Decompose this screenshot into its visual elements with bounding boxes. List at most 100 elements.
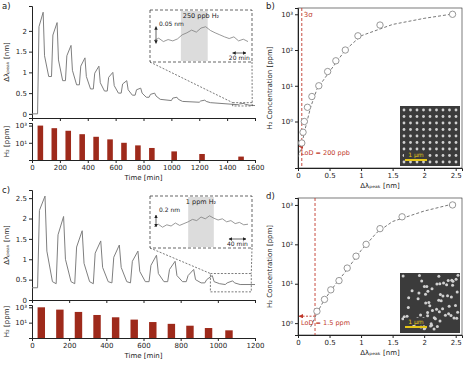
- tick: 1200: [191, 160, 209, 172]
- tick: [69, 300, 70, 303]
- particle: [429, 325, 432, 328]
- tick-mark: [393, 335, 394, 338]
- y-axis-title: Δλₚₑₐₖ [nm]: [3, 42, 11, 82]
- tick-mark: [255, 300, 256, 303]
- particle: [435, 148, 438, 151]
- particle: [416, 122, 419, 125]
- tick: 10³: [281, 11, 298, 19]
- particle: [429, 128, 432, 131]
- particle: [448, 122, 451, 125]
- tick: 0: [30, 338, 34, 350]
- y-axis-title: H₂ [ppm]: [3, 126, 11, 158]
- tick: 1.5: [388, 168, 399, 180]
- particle: [418, 274, 421, 277]
- data-point: [309, 93, 315, 99]
- particle: [409, 109, 412, 112]
- data-point: [299, 140, 305, 146]
- particle: [402, 274, 405, 277]
- line-chart: 00.511.52a)Δλₚₑₐₖ [nm]250 ppb H₂0.05 nm2…: [2, 1, 256, 121]
- bar: [205, 328, 212, 338]
- connector: [251, 248, 253, 274]
- tick-mark: [106, 338, 107, 341]
- bar: [168, 324, 175, 338]
- tick-label: 2: [422, 339, 426, 347]
- tick-mark: [361, 335, 362, 338]
- data-point: [328, 287, 334, 293]
- tick-mark: [227, 160, 228, 163]
- tick-label: 400: [82, 164, 95, 172]
- particle: [435, 161, 438, 164]
- tick: [144, 118, 145, 121]
- scale-bar: [156, 27, 157, 44]
- tick-label: 2.5: [16, 195, 27, 203]
- tick-label: 200: [54, 164, 67, 172]
- tick: [255, 118, 256, 121]
- particle: [424, 293, 427, 296]
- scatter-chart: 10⁰10¹10²10³00.511.522.5LoD = 1.5 ppm1 µ…: [266, 191, 463, 357]
- tick-mark: [255, 118, 256, 121]
- data-point: [342, 47, 348, 53]
- particle: [442, 122, 445, 125]
- bar: [75, 312, 82, 338]
- tick-label: 2: [23, 215, 27, 223]
- tick: 10¹: [281, 83, 298, 91]
- particle: [448, 305, 451, 308]
- tick-mark: [60, 118, 61, 121]
- threshold-label: 3σ: [304, 11, 313, 19]
- tick: 10⁰: [281, 118, 298, 126]
- particle: [403, 161, 406, 164]
- data-point: [333, 58, 339, 64]
- particle: [448, 109, 451, 112]
- particle: [444, 314, 447, 317]
- sem-image: 1 µm: [400, 273, 460, 333]
- particle: [416, 161, 419, 164]
- inset: 250 ppb H₂0.05 nm20 min: [150, 10, 252, 106]
- particle: [435, 141, 438, 144]
- tick-label: 0: [23, 111, 27, 119]
- particle: [438, 310, 441, 313]
- tick: 2: [23, 28, 32, 36]
- particle: [435, 283, 438, 286]
- tick-mark: [199, 118, 200, 121]
- tick-mark: [32, 338, 33, 341]
- tick-mark: [171, 118, 172, 121]
- particle: [422, 122, 425, 125]
- tick: [144, 300, 145, 303]
- sem-particles: [403, 109, 458, 164]
- tick-mark: [227, 118, 228, 121]
- tick: 1000: [209, 338, 227, 350]
- tick: [181, 300, 182, 303]
- tick-label: 0.5: [324, 172, 335, 180]
- data-point: [336, 277, 342, 283]
- particle: [416, 148, 419, 151]
- tick-mark: [255, 338, 256, 341]
- particle: [448, 161, 451, 164]
- tick-label: 1.5: [16, 236, 27, 244]
- y-axis-title: H₂ Concentration [ppm]: [266, 225, 274, 308]
- tick: 1400: [219, 160, 237, 172]
- data-point: [301, 118, 307, 124]
- particle: [448, 141, 451, 144]
- tick: [227, 118, 228, 121]
- tick-label: 10³: [281, 11, 293, 19]
- tick-mark: [60, 160, 61, 163]
- particle: [456, 311, 459, 314]
- panel-label: d): [266, 191, 275, 201]
- zoom-region: [233, 103, 253, 106]
- tick-label: 1: [23, 256, 27, 264]
- axis-line: [29, 124, 33, 161]
- inset-plot: [154, 197, 248, 247]
- tick-label: 0: [30, 164, 34, 172]
- tick-label: 1: [23, 69, 27, 77]
- particle: [442, 141, 445, 144]
- particle: [438, 282, 441, 285]
- particle: [455, 141, 458, 144]
- x-axis-title: Time [min]: [123, 352, 162, 360]
- particle: [403, 141, 406, 144]
- tick: 10³: [281, 202, 298, 210]
- tick-mark: [295, 86, 298, 87]
- scale-bar-label: 20 min: [229, 54, 250, 61]
- particle: [407, 306, 410, 309]
- particle: [448, 135, 451, 138]
- particle: [455, 278, 458, 281]
